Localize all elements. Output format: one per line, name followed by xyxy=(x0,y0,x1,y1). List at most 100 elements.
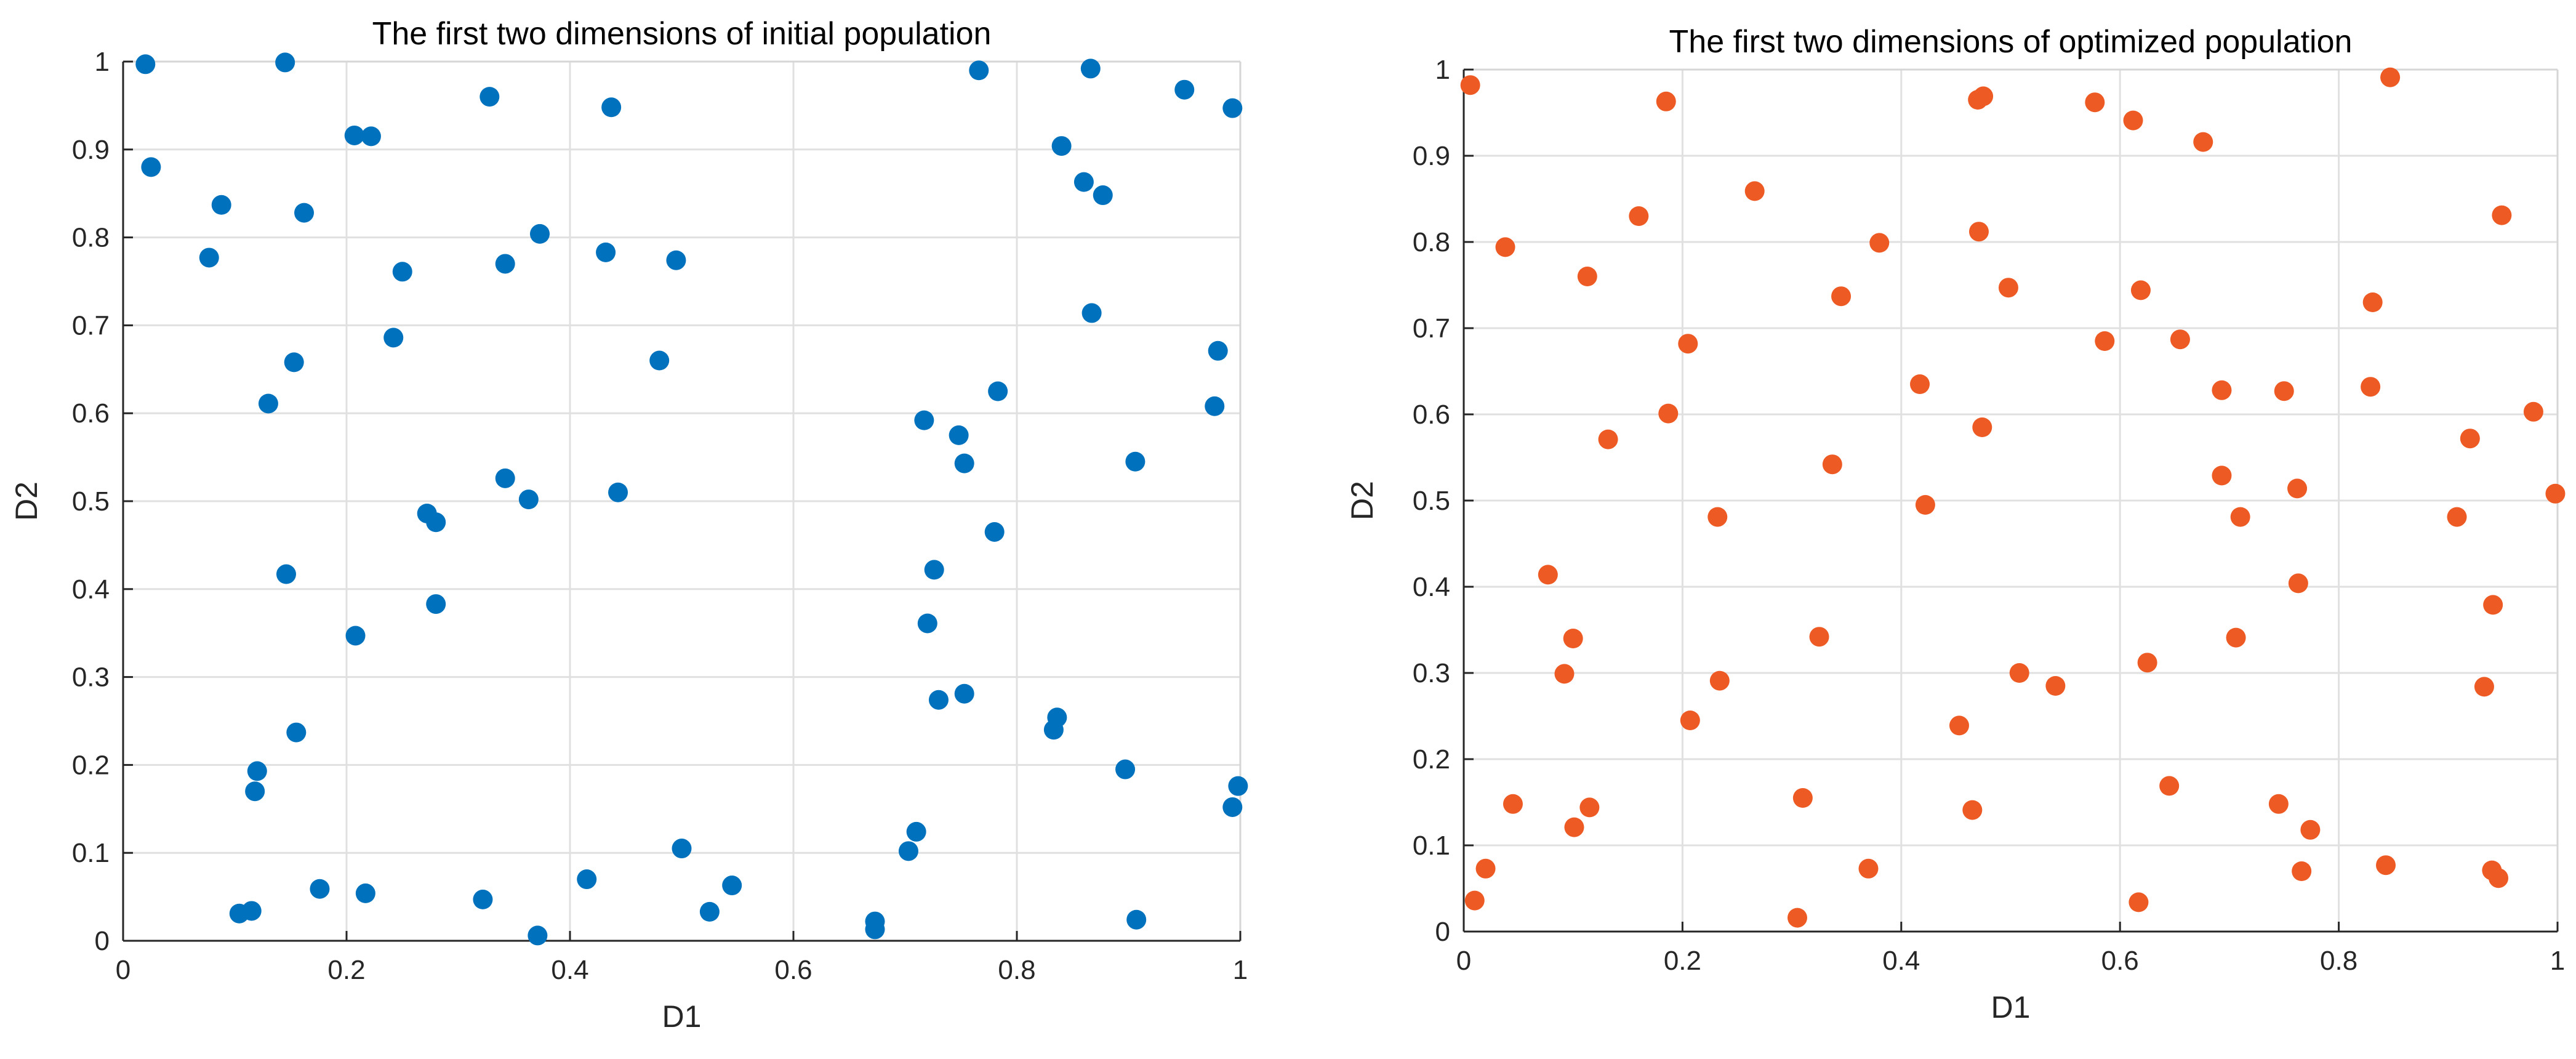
data-point xyxy=(1809,627,1829,647)
data-point xyxy=(310,879,330,899)
data-point xyxy=(2274,381,2294,401)
data-point xyxy=(2170,329,2190,350)
y-tick-label: 0 xyxy=(95,926,110,956)
optimized-population-panel: 0 0.2 0.4 0.6 0.8 1 0 0.1 0.2 0.3 0.4 0.5 0.6 0.7 0.8 0… xyxy=(1345,24,2566,1025)
data-point xyxy=(2129,892,2149,912)
data-point xyxy=(1962,800,1983,820)
y-tick-label: 0.8 xyxy=(72,223,110,253)
data-point xyxy=(1564,817,1584,837)
data-point xyxy=(928,690,949,710)
data-point xyxy=(1115,759,1136,779)
data-point xyxy=(426,594,446,614)
data-point xyxy=(949,425,969,445)
data-point xyxy=(1495,237,1515,257)
y-tick-label: 0.1 xyxy=(72,838,110,868)
data-point xyxy=(1744,181,1765,201)
data-point xyxy=(1973,86,1994,107)
data-point xyxy=(495,468,515,488)
data-point xyxy=(1707,507,1728,527)
data-point xyxy=(954,683,974,704)
data-point xyxy=(383,328,404,348)
x-tick-label: 1 xyxy=(1233,955,1248,985)
x-tick-label: 0.4 xyxy=(1882,946,1920,976)
data-point xyxy=(495,254,515,274)
data-point xyxy=(141,157,161,177)
data-point xyxy=(2137,653,2157,673)
data-point xyxy=(2159,776,2180,796)
data-point xyxy=(1228,776,1248,796)
data-point xyxy=(1910,374,1930,394)
data-point xyxy=(2095,331,2115,351)
data-point xyxy=(924,560,944,580)
data-point xyxy=(1678,334,1698,354)
data-point xyxy=(1709,670,1730,691)
data-point xyxy=(2085,92,2105,113)
data-point xyxy=(1080,58,1101,79)
data-point xyxy=(1563,629,1583,648)
y-tick-label: 0.3 xyxy=(1413,658,1450,688)
y-tick-label: 0.2 xyxy=(72,750,110,780)
data-point xyxy=(608,482,628,502)
data-point xyxy=(2362,292,2383,312)
y-axis-title: D2 xyxy=(9,481,44,521)
data-point xyxy=(2483,595,2503,615)
data-point xyxy=(917,613,937,634)
y-tick-label: 0.5 xyxy=(1413,486,1450,516)
y-tick-label: 0.6 xyxy=(72,398,110,429)
data-point xyxy=(1222,797,1243,817)
data-point xyxy=(1051,136,1072,156)
data-point xyxy=(2193,132,2213,152)
data-point xyxy=(479,87,500,107)
data-point xyxy=(1915,495,1935,515)
data-point xyxy=(601,97,622,118)
y-tick-label: 0.1 xyxy=(1413,831,1450,861)
data-point xyxy=(344,125,364,145)
y-tick-label: 0 xyxy=(1435,917,1450,947)
data-point xyxy=(672,839,692,859)
x-tick-label: 1 xyxy=(2550,946,2565,976)
data-point xyxy=(1475,858,1496,879)
data-point xyxy=(2230,507,2250,527)
data-point xyxy=(988,381,1008,401)
data-point xyxy=(1831,286,1852,307)
data-point xyxy=(898,841,918,861)
data-point xyxy=(2288,573,2308,594)
data-point xyxy=(2523,401,2543,422)
data-point xyxy=(954,453,974,473)
data-point xyxy=(1126,909,1147,930)
data-point xyxy=(1656,91,1676,111)
y-tick-label: 0.9 xyxy=(1413,141,1450,171)
data-point xyxy=(529,223,550,244)
data-point xyxy=(1629,206,1649,226)
data-point xyxy=(135,54,156,74)
data-point xyxy=(426,512,446,533)
data-point xyxy=(1968,222,1989,242)
y-tick-label: 1 xyxy=(1435,55,1450,85)
data-point xyxy=(1208,340,1228,361)
data-point xyxy=(1598,429,1618,449)
data-point xyxy=(2292,861,2312,881)
data-point xyxy=(1792,788,1813,808)
data-point xyxy=(1972,417,1992,437)
x-axis-title: D1 xyxy=(1991,990,2031,1025)
data-point xyxy=(969,60,989,81)
y-tick-label: 0.7 xyxy=(1413,313,1450,344)
x-tick-label: 0.2 xyxy=(1664,946,1701,976)
y-tick-label: 0.6 xyxy=(1413,400,1450,430)
data-point xyxy=(596,242,616,262)
y-tick-label: 0.4 xyxy=(72,574,110,605)
x-tick-label: 0 xyxy=(1456,946,1471,976)
data-point xyxy=(1538,565,1558,585)
data-point xyxy=(1822,454,1842,475)
y-tick-label: 0.7 xyxy=(72,310,110,340)
data-point xyxy=(1554,664,1575,684)
data-point xyxy=(577,869,597,890)
data-point xyxy=(258,393,278,414)
data-point xyxy=(294,203,315,223)
x-tick-label: 0.4 xyxy=(551,955,588,985)
data-point xyxy=(1093,185,1113,206)
data-point xyxy=(2268,794,2289,814)
data-point xyxy=(2489,868,2509,888)
x-tick-label: 0.8 xyxy=(998,955,1035,985)
